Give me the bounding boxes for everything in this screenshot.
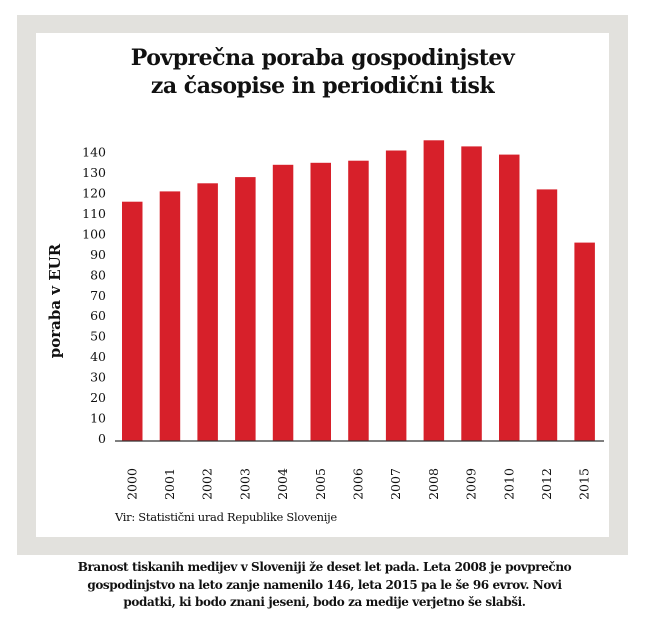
y-tick-label: 80 xyxy=(90,267,106,282)
y-tick-label: 110 xyxy=(82,206,106,221)
x-tick-label: 2008 xyxy=(426,468,441,500)
bar-2009 xyxy=(461,146,482,441)
x-tick-label: 2012 xyxy=(539,468,554,500)
bar-2010 xyxy=(499,154,520,441)
x-tick-label: 2009 xyxy=(464,468,479,500)
caption: Branost tiskanih medijev v Sloveniji že … xyxy=(20,559,629,612)
caption-line-3: podatki, ki bodo znani jeseni, bodo za m… xyxy=(123,595,526,609)
y-tick-label: 100 xyxy=(82,226,106,241)
x-tick-label: 2015 xyxy=(577,468,592,500)
bar-2002 xyxy=(197,183,218,442)
y-tick-label: 50 xyxy=(90,329,106,344)
y-tick-label: 130 xyxy=(82,165,106,180)
bar-2007 xyxy=(385,150,407,441)
x-tick-label: 2002 xyxy=(200,468,215,500)
y-tick-label: 30 xyxy=(90,370,106,385)
y-tick-label: 0 xyxy=(98,431,106,446)
caption-line-1: Branost tiskanih medijev v Sloveniji že … xyxy=(77,560,572,574)
y-axis-ticks: 0 10 20 30 40 50 60 70 80 90 100 110 120 130 140 xyxy=(82,145,106,446)
x-axis-ticks: 2000 2001 2002 2003 2004 2005 2006 2007 2008 2009… xyxy=(124,468,591,500)
y-tick-label: 90 xyxy=(90,247,106,262)
bar-2001 xyxy=(159,191,181,441)
y-tick-label: 20 xyxy=(90,390,106,405)
chart-title: Povprečna poraba gospodinjstev za časopi… xyxy=(36,44,609,100)
chart-title-line-2: za časopise in periodični tisk xyxy=(150,73,495,99)
bar-2003 xyxy=(235,177,256,441)
y-tick-label: 40 xyxy=(90,349,106,364)
x-tick-label: 2001 xyxy=(162,468,177,500)
y-tick-label: 60 xyxy=(90,308,106,323)
x-tick-label: 2006 xyxy=(351,468,366,500)
caption-line-2: gospodinjstvo na leto zanje namenilo 146… xyxy=(87,577,562,592)
x-tick-label: 2000 xyxy=(124,468,139,500)
x-tick-label: 2004 xyxy=(275,468,290,500)
x-tick-label: 2007 xyxy=(388,468,403,500)
y-tick-label: 140 xyxy=(82,145,106,160)
bar-2005 xyxy=(310,162,331,442)
y-axis-label: poraba v EUR xyxy=(46,243,64,358)
bar-2008 xyxy=(423,140,445,442)
y-tick-label: 70 xyxy=(90,288,106,303)
bar-2012 xyxy=(536,189,558,441)
y-tick-label: 120 xyxy=(82,186,106,201)
x-tick-label: 2003 xyxy=(237,468,252,500)
bar-2000 xyxy=(122,201,143,441)
x-tick-label: 2005 xyxy=(313,468,328,500)
source-note: Vir: Statistični urad Republike Slovenij… xyxy=(115,510,337,524)
chart-title-line-1: Povprečna poraba gospodinjstev xyxy=(130,45,515,71)
bars xyxy=(122,140,595,442)
x-tick-label: 2010 xyxy=(501,468,516,500)
y-tick-label: 10 xyxy=(90,411,106,426)
bar-2006 xyxy=(348,160,369,441)
bar-2004 xyxy=(272,164,294,442)
bar-2015 xyxy=(574,242,595,441)
